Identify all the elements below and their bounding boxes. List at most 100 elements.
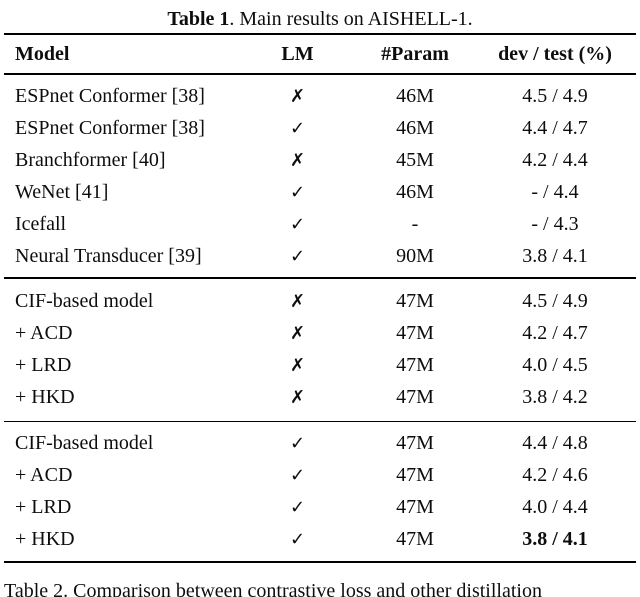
table-section-no-lm: CIF-based model ✗ 47M 4.5 / 4.9 + ACD ✗ 47M 4.2… <box>0 279 640 421</box>
table1-caption-label: Table 1 <box>167 8 230 30</box>
cell-lm: ✓ <box>245 528 350 551</box>
cell-devtest: 4.5 / 4.9 <box>522 290 588 312</box>
table-row: WeNet [41] ✓ 46M - / 4.4 <box>5 176 635 208</box>
table-row: ESPnet Conformer [38] ✗ 46M 4.5 / 4.9 <box>5 80 635 112</box>
cell-lm: ✗ <box>245 354 350 377</box>
cell-devtest: - / 4.4 <box>531 180 579 203</box>
column-header-lm: LM <box>281 42 314 65</box>
cell-lm: ✗ <box>245 386 350 409</box>
cell-devtest: 4.4 / 4.7 <box>522 116 588 139</box>
cell-param: 47M <box>396 495 434 518</box>
cell-devtest: 4.2 / 4.6 <box>522 463 588 486</box>
table-mid-rule-1 <box>4 277 636 279</box>
cell-devtest: 4.2 / 4.4 <box>522 148 588 171</box>
cross-icon: ✗ <box>289 323 306 344</box>
table-row: + LRD ✓ 47M 4.0 / 4.4 <box>5 491 635 523</box>
cell-model: + ACD <box>15 322 73 344</box>
cell-lm: ✗ <box>245 149 350 172</box>
table-row: CIF-based model ✓ 47M 4.4 / 4.8 <box>5 427 635 459</box>
checkmark-icon: ✓ <box>289 181 306 203</box>
cell-param: 47M <box>396 386 434 408</box>
cell-param: 45M <box>396 148 434 171</box>
table-header-row: Model LM #Param dev / test (%) <box>5 35 635 73</box>
cell-model: ESPnet Conformer [38] <box>15 84 205 107</box>
cell-param: 47M <box>396 527 434 550</box>
table-section-baselines: ESPnet Conformer [38] ✗ 46M 4.5 / 4.9 ESPnet… <box>0 75 640 277</box>
cell-param: 47M <box>396 463 434 486</box>
table2-caption: Table 2. Comparison between contrastive … <box>4 578 636 597</box>
cross-icon: ✗ <box>289 387 306 408</box>
cell-param: 47M <box>396 322 434 344</box>
cell-model: + HKD <box>15 527 75 550</box>
cell-lm: ✗ <box>245 290 350 313</box>
table-row: CIF-based model ✗ 47M 4.5 / 4.9 <box>5 286 635 318</box>
cell-lm: ✓ <box>245 432 350 455</box>
table-row: + HKD ✓ 47M 3.8 / 4.1 <box>5 523 635 555</box>
cell-devtest: 3.8 / 4.1 <box>522 244 588 267</box>
cell-lm: ✓ <box>245 181 350 204</box>
cell-lm: ✓ <box>245 245 350 268</box>
table-row: ESPnet Conformer [38] ✓ 46M 4.4 / 4.7 <box>5 112 635 144</box>
cell-param: 46M <box>396 180 434 203</box>
cross-icon: ✗ <box>289 85 306 107</box>
checkmark-icon: ✓ <box>289 528 306 550</box>
table-row: Neural Transducer [39] ✓ 90M 3.8 / 4.1 <box>5 240 635 272</box>
cell-lm: ✓ <box>245 496 350 519</box>
cell-model: CIF-based model <box>15 290 154 312</box>
checkmark-icon: ✓ <box>289 213 306 235</box>
cell-param: 47M <box>396 431 434 454</box>
column-header-param: #Param <box>381 42 449 65</box>
cell-devtest: 3.8 / 4.1 <box>522 527 588 550</box>
cell-model: + HKD <box>15 386 75 408</box>
table1-caption-text: . Main results on AISHELL-1. <box>229 8 473 30</box>
cell-param: 46M <box>396 116 434 139</box>
cell-lm: ✓ <box>245 117 350 140</box>
cell-model: + ACD <box>15 463 73 486</box>
checkmark-icon: ✓ <box>289 117 306 139</box>
column-header-model: Model <box>15 42 70 65</box>
cross-icon: ✗ <box>289 355 306 376</box>
cell-devtest: 3.8 / 4.2 <box>522 386 588 408</box>
checkmark-icon: ✓ <box>289 496 306 518</box>
cell-model: + LRD <box>15 495 72 518</box>
table-section-with-lm: CIF-based model ✓ 47M 4.4 / 4.8 + ACD ✓ 47M 4.2… <box>0 422 640 561</box>
cell-devtest: - / 4.3 <box>531 212 579 235</box>
cell-param: 90M <box>396 244 434 267</box>
cell-param: 46M <box>396 84 434 107</box>
cell-model: Icefall <box>15 212 67 235</box>
table2-caption-text: . Comparison between contrastive loss an… <box>63 580 542 597</box>
cell-model: + LRD <box>15 354 72 376</box>
table-row: + ACD ✓ 47M 4.2 / 4.6 <box>5 459 635 491</box>
table1-caption: Table 1. Main results on AISHELL-1. <box>0 6 640 33</box>
table-header-rule <box>4 73 636 75</box>
table-top-rule <box>4 33 636 35</box>
table-row: + LRD ✗ 47M 4.0 / 4.5 <box>5 350 635 382</box>
cell-param: 47M <box>396 290 434 312</box>
table-mid-rule-2 <box>4 420 636 422</box>
cell-devtest: 4.2 / 4.7 <box>522 322 588 344</box>
table2-caption-label: Table 2 <box>4 580 64 597</box>
cell-devtest: 4.4 / 4.8 <box>522 431 588 454</box>
cell-model: WeNet [41] <box>15 180 109 203</box>
table-row: Branchformer [40] ✗ 45M 4.2 / 4.4 <box>5 144 635 176</box>
cross-icon: ✗ <box>289 149 306 171</box>
table-bottom-rule <box>4 561 636 563</box>
cell-model: ESPnet Conformer [38] <box>15 116 205 139</box>
cross-icon: ✗ <box>289 291 306 312</box>
cell-lm: ✓ <box>245 464 350 487</box>
column-header-devtest: dev / test (%) <box>498 42 612 65</box>
table-row: + HKD ✗ 47M 3.8 / 4.2 <box>5 382 635 414</box>
cell-lm: ✗ <box>245 85 350 108</box>
table-row: + ACD ✗ 47M 4.2 / 4.7 <box>5 318 635 350</box>
cell-model: Branchformer [40] <box>15 148 166 171</box>
cell-param: 47M <box>396 354 434 376</box>
cell-param: - <box>411 212 419 235</box>
cell-model: Neural Transducer [39] <box>15 244 202 267</box>
checkmark-icon: ✓ <box>289 464 306 486</box>
cell-lm: ✓ <box>245 213 350 236</box>
cell-devtest: 4.0 / 4.4 <box>522 495 588 518</box>
cell-devtest: 4.5 / 4.9 <box>522 84 588 107</box>
cell-lm: ✗ <box>245 322 350 345</box>
checkmark-icon: ✓ <box>289 432 306 454</box>
